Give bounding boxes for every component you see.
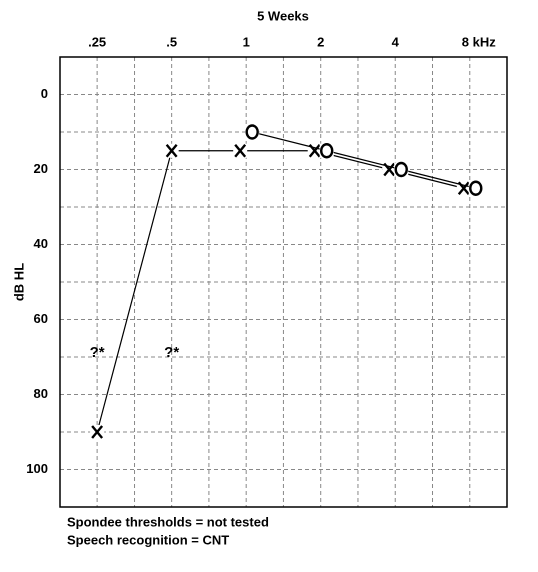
chart-title: 5 Weeks [257, 8, 309, 23]
y-tick-label: 20 [34, 161, 48, 176]
marker-x [165, 143, 178, 158]
annotation: ?* [164, 344, 179, 361]
x-tick-label: 1 [243, 34, 250, 49]
marker-o [245, 124, 259, 140]
x-tick-label: 4 [392, 34, 400, 49]
y-tick-label: 100 [26, 461, 48, 476]
marker-o [320, 143, 334, 159]
x-tick-label: .25 [88, 34, 106, 49]
series-line [252, 131, 476, 189]
marker-x [234, 143, 247, 158]
y-axis-label: dB HL [11, 263, 26, 301]
y-tick-label: 60 [34, 311, 48, 326]
marker-o [469, 180, 483, 196]
y-tick-label: 80 [34, 386, 48, 401]
note: Spondee thresholds = not tested [67, 514, 269, 529]
marker-x [91, 425, 104, 439]
annotation: ?* [90, 344, 105, 361]
marker-o [394, 161, 408, 178]
y-tick-label: 0 [41, 86, 48, 101]
y-tick-label: 40 [34, 236, 48, 251]
x-tick-label: 8 kHz [462, 34, 496, 49]
plot-frame [59, 56, 508, 508]
x-tick-label: .5 [166, 34, 177, 49]
note: Speech recognition = CNT [67, 532, 229, 547]
x-tick-label: 2 [317, 34, 324, 49]
